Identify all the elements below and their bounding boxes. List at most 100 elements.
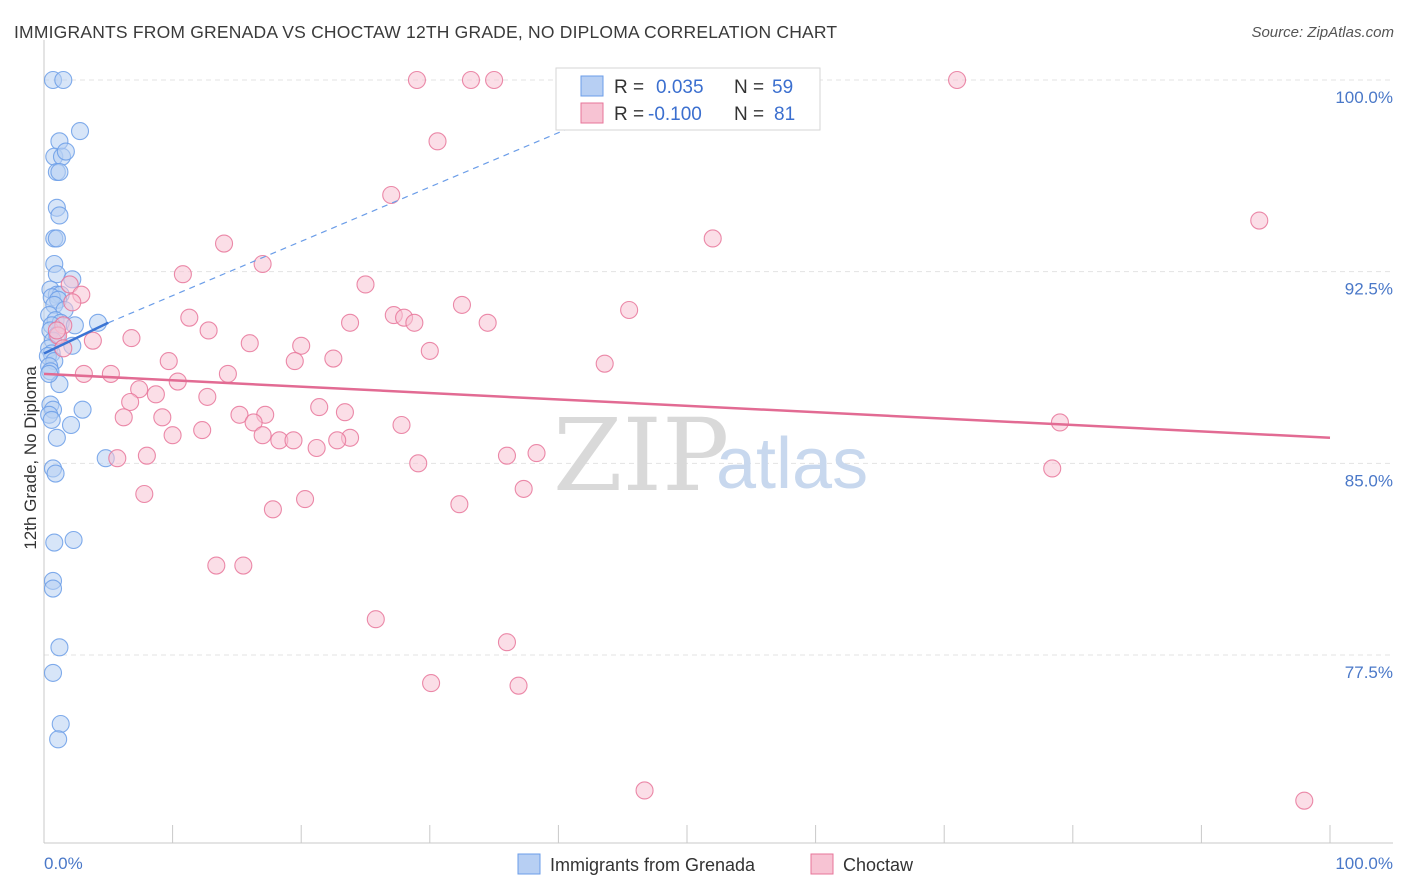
y-axis-label: 12th Grade, No Diploma [21,366,40,550]
point-grenada-8 [50,162,69,182]
point-choctaw-54 [253,426,272,445]
point-choctaw-7 [703,229,722,248]
point-choctaw-32 [285,352,304,371]
point-choctaw-40 [130,380,149,399]
source-label: Source: ZipAtlas.com [1251,24,1394,41]
point-choctaw-77 [509,676,528,695]
point-grenada-50 [45,533,64,552]
axes [43,40,1393,844]
point-choctaw-37 [101,364,120,383]
point-choctaw-16 [620,300,639,320]
point-grenada-10 [50,206,69,225]
point-choctaw-65 [409,454,428,473]
point-choctaw-10 [173,265,192,284]
x-tick-label-left: 0.0% [44,854,83,873]
point-choctaw-36 [74,364,93,383]
point-choctaw-72 [207,556,226,575]
point-choctaw-43 [121,392,140,412]
trend-line-choctaw [43,372,1331,440]
point-choctaw-68 [135,484,154,504]
point-choctaw-63 [497,446,517,465]
point-choctaw-66 [1043,459,1062,478]
point-grenada-44 [42,410,61,429]
point-choctaw-58 [328,431,347,450]
bottom-legend-swatch-choctaw [810,853,834,875]
point-choctaw-38 [218,364,237,383]
point-choctaw-61 [137,446,156,465]
point-choctaw-27 [83,331,102,350]
x-tick-labels: 0.0% 100.0% [44,854,1393,873]
trend-lines [43,105,1331,440]
watermark: ZIP atlas [553,397,868,514]
point-choctaw-22 [478,313,497,332]
point-choctaw-80 [47,321,66,340]
point-grenada-53 [43,579,63,598]
point-choctaw-50 [244,413,263,432]
point-choctaw-34 [159,352,178,371]
point-choctaw-33 [324,349,343,368]
point-choctaw-11 [356,275,375,294]
point-choctaw-17 [180,308,199,327]
point-choctaw-2 [485,70,504,90]
point-grenada-51 [64,530,83,550]
point-choctaw-56 [284,431,303,450]
point-choctaw-24 [199,321,218,340]
bottom-legend-label-choctaw: Choctaw [843,855,914,875]
point-choctaw-69 [296,490,315,509]
point-choctaw-78 [635,781,654,800]
point-choctaw-59 [307,438,326,458]
y-tick-label-1: 92.5% [1345,280,1393,299]
bottom-legend: Immigrants from Grenada Choctaw [517,853,914,875]
bottom-legend-swatch-grenada [517,853,541,875]
point-grenada-54 [50,638,69,657]
point-grenada-1 [54,70,73,90]
y-tick-label-2: 85.0% [1345,471,1393,490]
point-grenada-12 [47,229,66,248]
point-choctaw-5 [382,185,401,205]
y-tick-label-3: 77.5% [1345,663,1393,682]
point-choctaw-53 [163,426,182,445]
point-choctaw-60 [1050,413,1069,432]
point-choctaw-76 [422,674,441,693]
point-grenada-2 [70,122,90,141]
point-choctaw-9 [253,254,272,274]
point-choctaw-67 [514,479,533,498]
legend-n-value-1: 59 [772,77,793,98]
legend-swatch-grenada [580,75,604,97]
legend-r-label-1: R = [614,77,644,98]
point-grenada-49 [46,464,65,483]
point-choctaw-15 [452,295,472,314]
point-choctaw-31 [420,341,439,360]
watermark-atlas: atlas [716,424,868,504]
point-grenada-57 [49,730,68,749]
point-choctaw-71 [263,500,282,519]
point-grenada-46 [47,428,66,447]
point-choctaw-4 [428,132,447,151]
point-choctaw-73 [234,556,253,575]
point-choctaw-49 [153,408,172,427]
chart-title: IMMIGRANTS FROM GRENADA VS CHOCTAW 12TH … [14,22,838,42]
point-choctaw-29 [292,336,311,355]
point-choctaw-20 [341,313,360,332]
point-choctaw-48 [114,408,133,427]
legend-r-label-2: R = [614,104,644,125]
legend-n-label-2: N = [734,104,764,125]
legend-n-label-1: N = [734,77,764,98]
point-choctaw-1 [461,70,481,90]
y-tick-labels: 100.0% 92.5% 85.0% 77.5% [1335,88,1393,682]
point-choctaw-62 [108,449,127,468]
point-choctaw-26 [122,329,141,348]
point-choctaw-0 [407,70,426,90]
point-choctaw-3 [948,70,967,90]
point-choctaw-41 [198,387,217,406]
point-choctaw-45 [230,405,249,424]
trend-line-grenada-extension [108,105,623,324]
point-choctaw-35 [595,354,614,373]
point-choctaw-64 [527,444,546,463]
point-grenada-45 [61,415,81,435]
legend-n-value-2: 81 [774,104,795,125]
point-choctaw-51 [392,415,411,435]
point-choctaw-8 [214,234,234,253]
point-grenada-6 [56,142,75,161]
